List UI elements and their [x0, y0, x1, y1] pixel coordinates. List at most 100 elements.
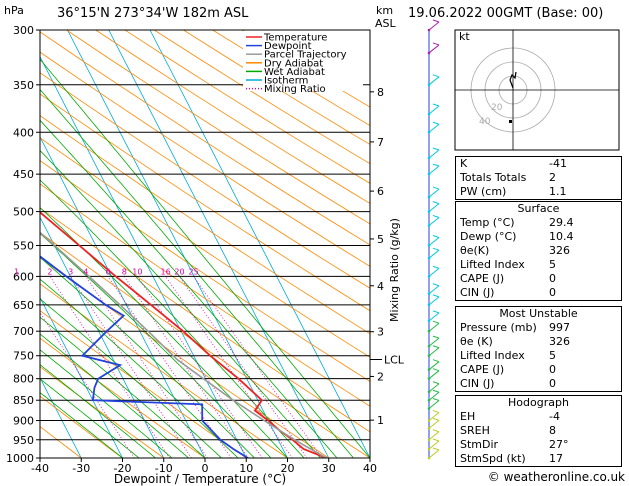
wind-barb-dot: [427, 156, 431, 160]
wind-barb: [428, 449, 440, 459]
mu-row: Lifted Index 5: [456, 349, 621, 363]
hodo-label: StmSpd (kt): [460, 452, 526, 465]
dry-adiabat-line: [124, 30, 370, 184]
wind-barbs: [427, 19, 440, 460]
wind-barb-dot: [427, 419, 431, 422]
wind-barb: [428, 44, 440, 54]
pressure-tick-label: 950: [13, 434, 34, 447]
dry-adiabat-line: [40, 366, 165, 458]
pressure-tick-label: 850: [13, 394, 34, 407]
mu-label: CIN (J): [460, 377, 495, 390]
hodo-row: StmDir 27°: [456, 438, 621, 452]
wind-barb: [428, 337, 440, 347]
km-tick-label: 3: [377, 326, 384, 339]
wind-barb: [428, 268, 440, 277]
surface-row: θe(K) 326: [456, 244, 621, 258]
index-row: PW (cm) 1.1: [456, 185, 621, 199]
wind-barb: [428, 361, 440, 371]
wind-barb-feather: [432, 201, 440, 205]
wind-barb-feather: [432, 74, 440, 78]
mixing-ratio-label: 2: [47, 267, 52, 276]
wind-barb-feather: [432, 447, 440, 451]
pressure-tick-label: 900: [13, 415, 34, 428]
index-label: PW (cm): [460, 185, 507, 198]
wind-barb-feather: [432, 389, 440, 393]
wet-adiabat-line: [40, 333, 189, 458]
dry-adiabat-line: [40, 31, 370, 246]
hodo-row: EH -4: [456, 410, 621, 424]
dry-adiabat-line: [40, 51, 370, 267]
hodograph-ring-label: 40: [479, 117, 491, 127]
wind-barb-feather: [432, 283, 440, 287]
legend-entry-label: Isotherm: [264, 76, 308, 87]
hodograph-indices-panel: Hodograph EH -4 SREH 8 StmDir 27° StmSpd (kt) 1…: [455, 395, 622, 467]
mixing-ratio-label: 16: [161, 267, 171, 276]
surface-panel: Surface Temp (°C) 29.4 Dewp (°C) 10.4 θe(K) 3…: [455, 201, 622, 301]
wet-adiabat-line: [40, 378, 140, 458]
wind-barb-feather: [432, 438, 440, 442]
wind-barb-dot: [427, 244, 431, 247]
km-tick-label: 2: [377, 370, 384, 383]
hodo-row: SREH 8: [456, 424, 621, 438]
temperature-tick-label: -40: [31, 462, 49, 475]
wind-barb-dot: [427, 447, 431, 451]
wind-barb-dot: [427, 130, 431, 134]
mu-value: 997: [549, 321, 570, 334]
hodo-value: 8: [549, 424, 556, 437]
wind-barb-dot: [427, 398, 431, 402]
index-label: Totals Totals: [460, 171, 527, 184]
pressure-tick-label: 750: [13, 350, 34, 363]
surface-value: 326: [549, 244, 570, 257]
wind-barb: [428, 322, 440, 332]
temperature-tick-label: 20: [281, 462, 295, 475]
wind-barb-dot: [427, 275, 431, 278]
index-value: -41: [549, 157, 567, 170]
temperature-tick-label: -10: [155, 462, 173, 475]
wet-adiabat-line: [40, 256, 255, 458]
wind-barb-dot: [427, 427, 431, 430]
sounding-profiles: [40, 211, 327, 458]
dry-adiabat-line: [40, 183, 370, 407]
wind-barb-dot: [427, 210, 431, 213]
mixing-ratio-line: [49, 276, 170, 458]
mu-label: Lifted Index: [460, 349, 525, 362]
y-axis-title: Mixing Ratio (g/kg): [388, 218, 401, 322]
x-axis-title: Dewpoint / Temperature (°C): [114, 472, 286, 486]
km-axis: 8 7 6 5 4 3 2 1: [370, 86, 384, 427]
surface-row: Temp (°C) 29.4: [456, 216, 621, 230]
temperature-tick-label: -30: [72, 462, 90, 475]
hodograph-unit-label: kt: [459, 30, 470, 43]
wind-barb: [428, 123, 440, 133]
wind-barb-dot: [427, 377, 431, 380]
pressure-tick-label: 650: [13, 299, 34, 312]
mixing-ratio-line: [165, 276, 293, 458]
pressure-tick-label: 700: [13, 325, 34, 338]
wind-barb: [428, 105, 440, 115]
isotherm-line: [40, 55, 247, 458]
wind-barb-dot: [427, 344, 431, 348]
wind-barb: [428, 400, 440, 409]
isotherm-line: [40, 136, 206, 458]
wind-barb-dot: [427, 83, 431, 87]
location-title: 36°15'N 273°34'W 182m ASL: [57, 6, 249, 21]
surface-row: Lifted Index 5: [456, 258, 621, 272]
wind-barb-feather: [432, 186, 440, 190]
mu-row: Pressure (mb) 997: [456, 321, 621, 335]
hodo-label: StmDir: [460, 438, 499, 451]
pressure-tick-label: 350: [13, 79, 34, 92]
mu-value: 326: [549, 335, 570, 348]
dry-adiabat-line: [40, 337, 206, 458]
legend-entry-label: Mixing Ratio: [264, 84, 326, 95]
index-row: Totals Totals 2: [456, 171, 621, 185]
wind-barb: [428, 203, 440, 212]
wind-barb-feather: [432, 247, 440, 251]
mu-value: 0: [549, 363, 556, 376]
surface-label: Dewp (°C): [460, 230, 517, 243]
km-tick-label: 7: [377, 136, 384, 149]
wind-barb: [428, 21, 440, 31]
lcl-label: LCL: [384, 354, 405, 367]
wind-barb-feather: [432, 410, 440, 414]
asl-axis-label: ASL: [375, 17, 397, 30]
dry-adiabat-line: [153, 30, 370, 165]
